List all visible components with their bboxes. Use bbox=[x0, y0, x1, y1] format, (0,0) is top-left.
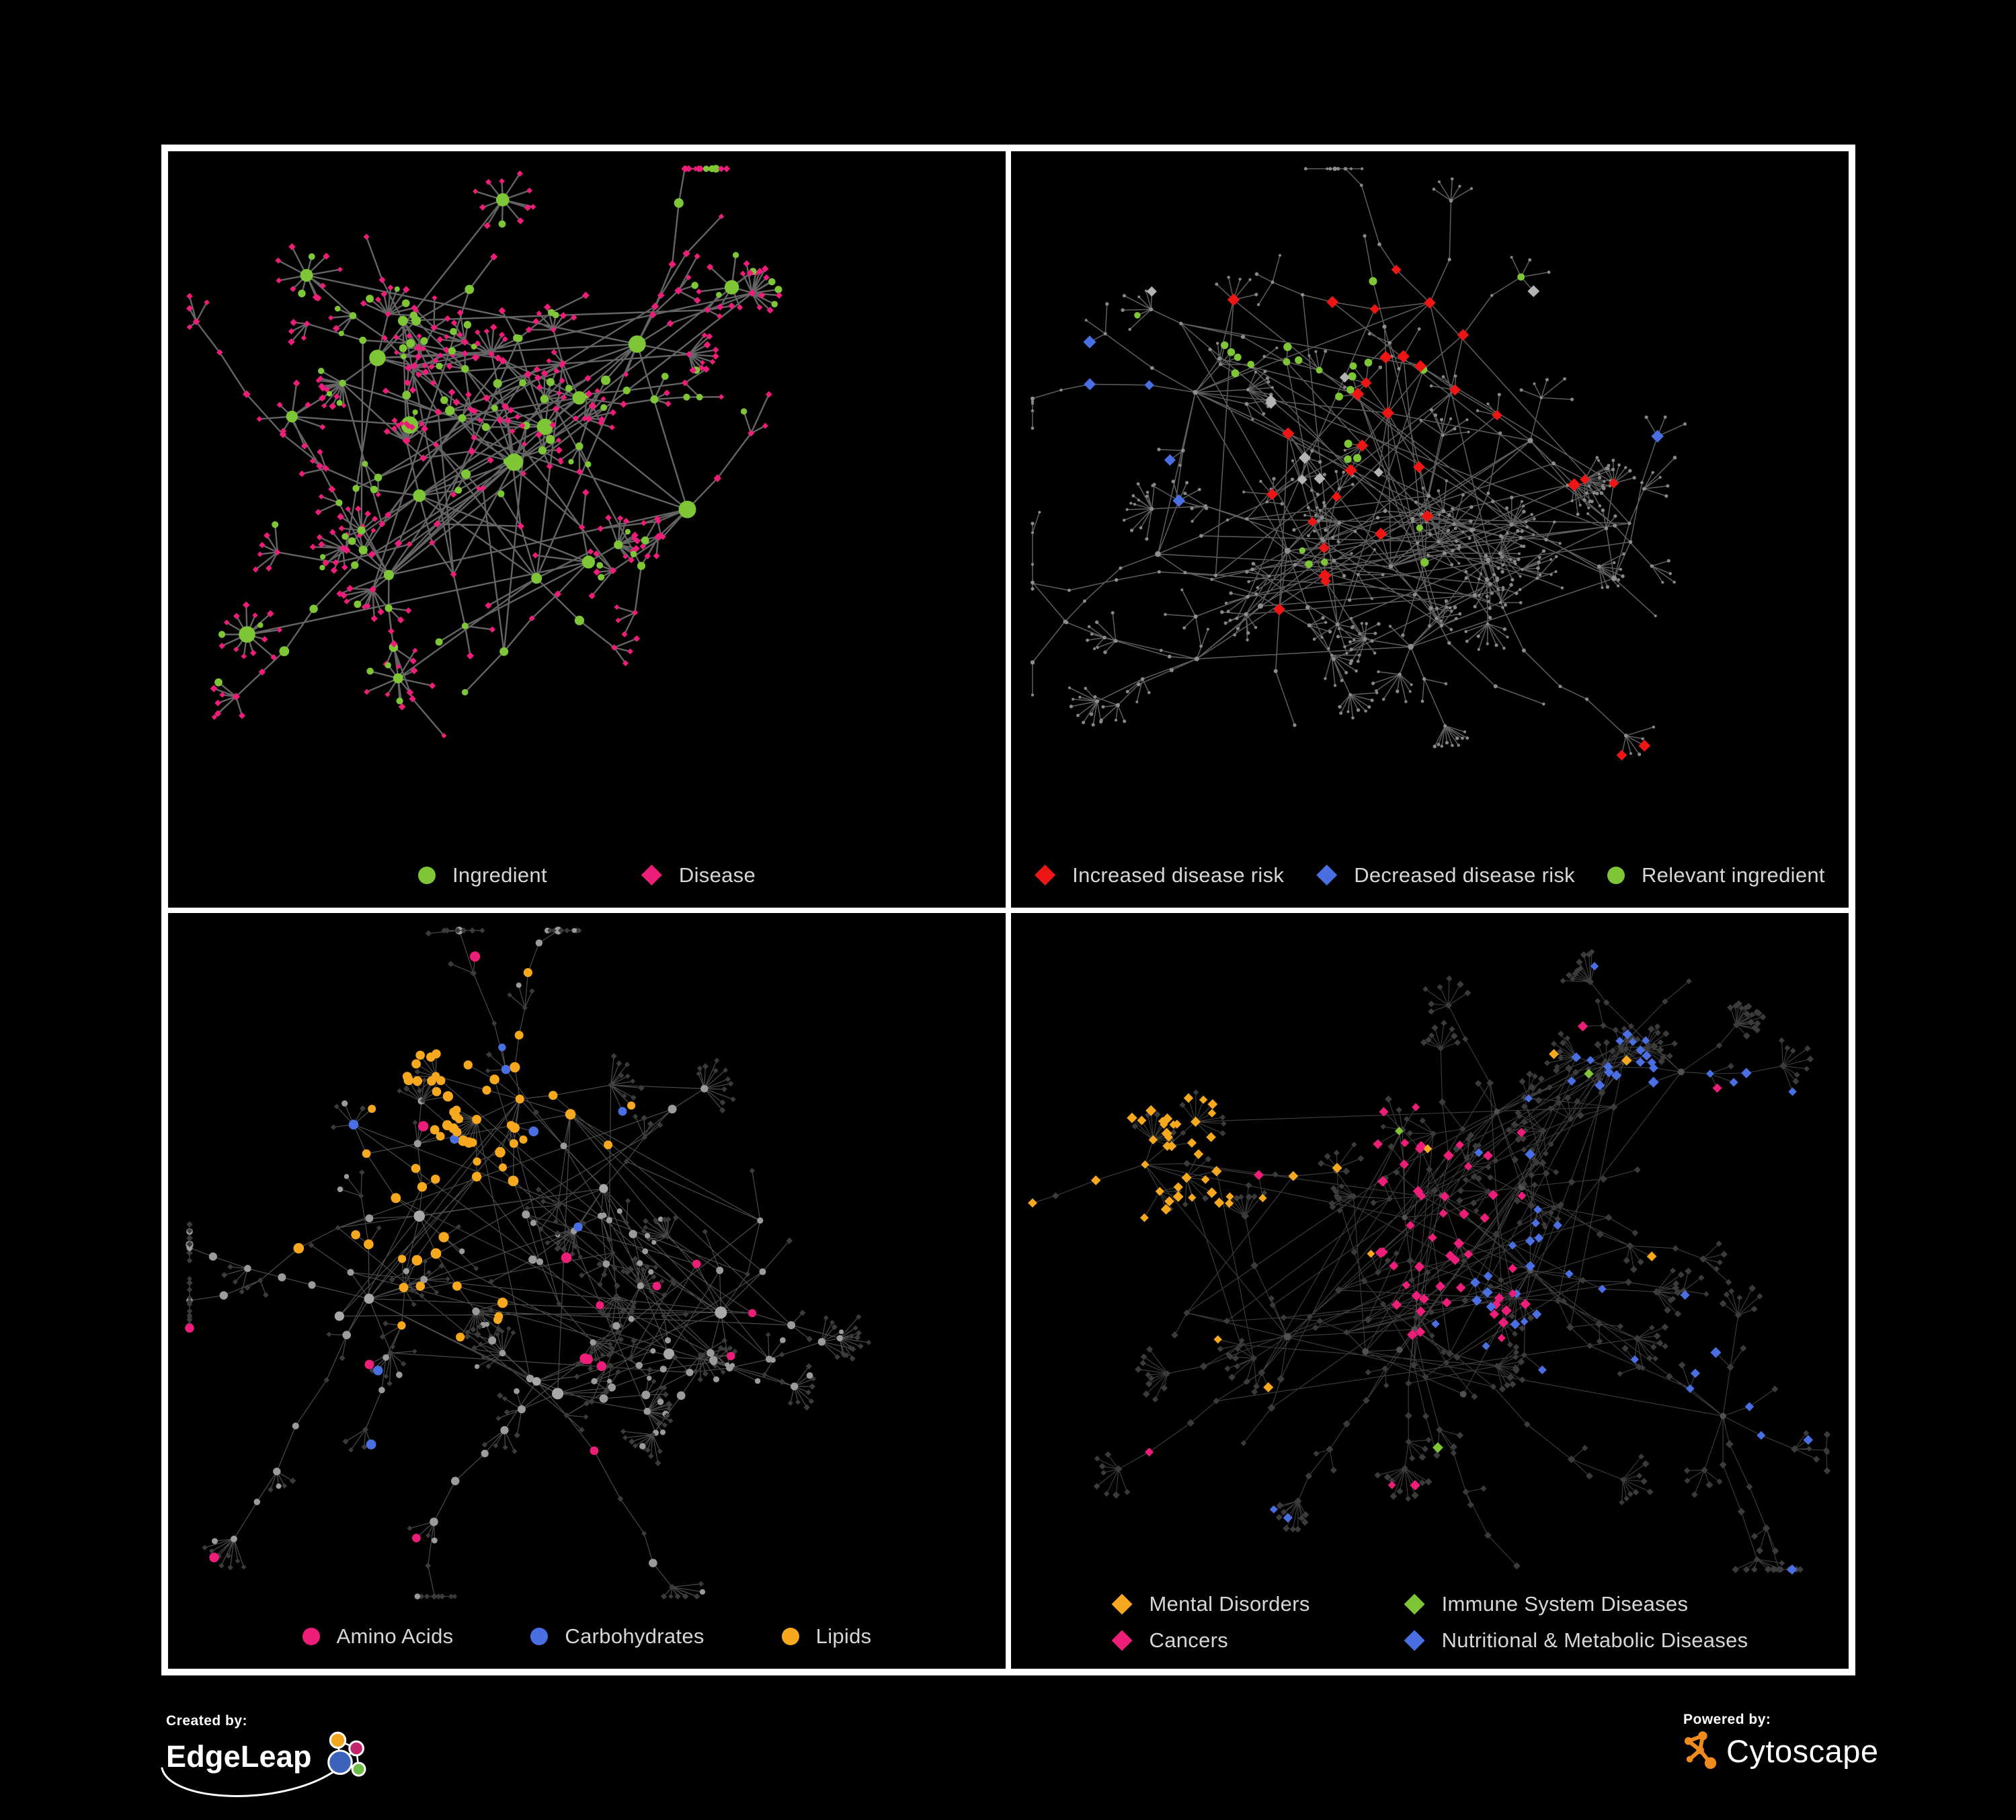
panel-disease-risk: Increased disease risk Decreased disease… bbox=[1011, 151, 1849, 908]
legend-label: Nutritional & Metabolic Diseases bbox=[1441, 1628, 1748, 1652]
powered-by-label: Powered by: bbox=[1683, 1712, 1771, 1727]
legend-item: Carbohydrates bbox=[530, 1624, 704, 1649]
legend-item: Increased disease risk bbox=[1035, 863, 1284, 887]
panel-nutrient-classes: Amino Acids Carbohydrates Lipids bbox=[168, 912, 1006, 1669]
legend-marker-icon bbox=[1111, 1593, 1133, 1615]
legend-disease-categories: Mental Disorders Immune System Diseases … bbox=[1011, 1592, 1849, 1653]
legend-marker-icon bbox=[1404, 1593, 1425, 1615]
legend-item: Lipids bbox=[781, 1624, 872, 1649]
legend-item: Relevant ingredient bbox=[1607, 863, 1825, 887]
legend-label: Relevant ingredient bbox=[1642, 863, 1825, 887]
legend-marker-icon bbox=[641, 865, 662, 885]
legend-item: Cancers bbox=[1111, 1628, 1310, 1653]
legend-label: Cancers bbox=[1149, 1628, 1229, 1652]
cytoscape-credit: Powered by: Cytoscape bbox=[1683, 1712, 1879, 1771]
legend-marker-icon bbox=[1035, 865, 1056, 885]
legend-label: Amino Acids bbox=[336, 1624, 454, 1648]
legend-item: Nutritional & Metabolic Diseases bbox=[1404, 1628, 1748, 1653]
created-by-label: Created by: bbox=[166, 1713, 248, 1729]
panel-disease-categories: Mental Disorders Immune System Diseases … bbox=[1011, 912, 1849, 1669]
legend-item: Amino Acids bbox=[302, 1624, 454, 1649]
legend-marker-icon bbox=[530, 1628, 549, 1645]
legend-label: Increased disease risk bbox=[1072, 863, 1285, 887]
cytoscape-wordmark: Cytoscape bbox=[1726, 1733, 1879, 1769]
edgeleap-wordmark: EdgeLeap bbox=[166, 1739, 312, 1774]
legend-disease-risk: Increased disease risk Decreased disease… bbox=[1011, 863, 1849, 887]
network-ingredient-disease bbox=[186, 165, 782, 739]
legend-item: Disease bbox=[641, 863, 756, 887]
legend-marker-icon bbox=[1111, 1630, 1133, 1651]
panel-ingredient-disease: Ingredient Disease bbox=[168, 151, 1006, 908]
legend-marker-icon bbox=[1404, 1630, 1425, 1651]
legend-marker-icon bbox=[418, 866, 436, 884]
legend-label: Ingredient bbox=[452, 863, 547, 887]
legend-label: Lipids bbox=[815, 1624, 872, 1648]
edgeleap-logo-icon bbox=[327, 1731, 366, 1777]
legend-item: Immune System Diseases bbox=[1404, 1592, 1748, 1616]
legend-label: Immune System Diseases bbox=[1441, 1592, 1689, 1616]
legend-ingredient-disease: Ingredient Disease bbox=[168, 863, 1006, 887]
legend-label: Disease bbox=[678, 863, 756, 887]
legend-marker-icon bbox=[1316, 865, 1338, 885]
legend-item: Decreased disease risk bbox=[1316, 863, 1575, 887]
legend-label: Carbohydrates bbox=[565, 1624, 704, 1648]
legend-item: Ingredient bbox=[418, 863, 547, 887]
network-nutrient-classes bbox=[185, 926, 872, 1599]
legend-nutrient-classes: Amino Acids Carbohydrates Lipids bbox=[168, 1624, 1006, 1649]
network-disease-risk bbox=[1030, 166, 1687, 761]
legend-marker-icon bbox=[1607, 866, 1625, 884]
legend-marker-icon bbox=[781, 1628, 799, 1645]
legend-label: Mental Disorders bbox=[1149, 1592, 1310, 1616]
network-disease-categories bbox=[1028, 948, 1831, 1575]
four-panel-grid: Ingredient Disease Increased disease ris… bbox=[161, 145, 1855, 1675]
cytoscape-logo-icon bbox=[1684, 1731, 1717, 1769]
edgeleap-credit: Created by: EdgeLeap bbox=[161, 1713, 368, 1814]
legend-item: Mental Disorders bbox=[1111, 1592, 1310, 1616]
legend-marker-icon bbox=[302, 1628, 320, 1645]
legend-label: Decreased disease risk bbox=[1354, 863, 1575, 887]
